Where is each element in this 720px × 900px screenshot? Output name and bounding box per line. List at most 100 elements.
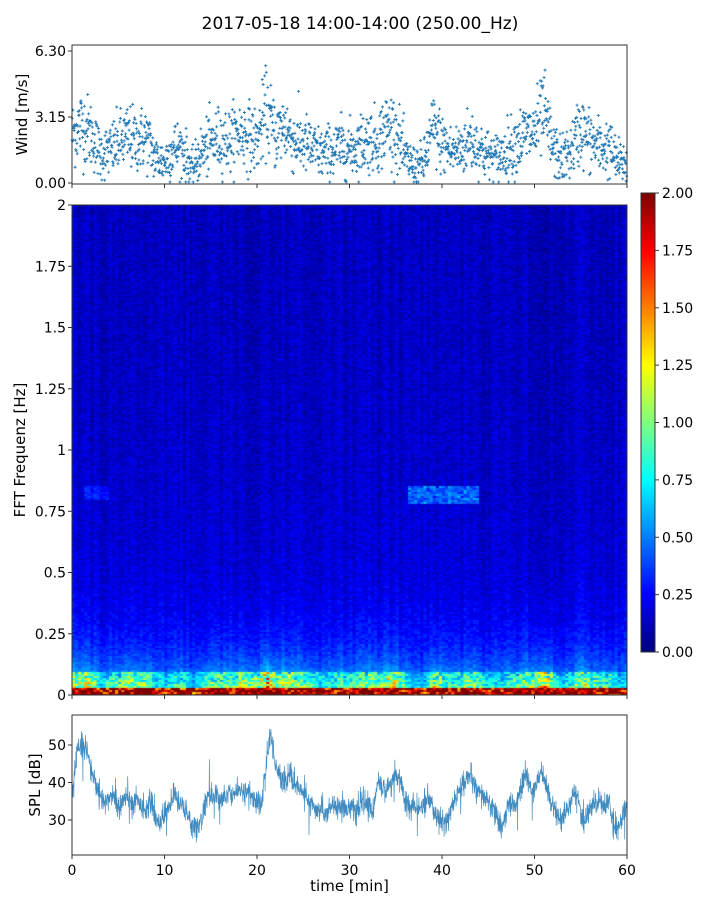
wind-point (431, 132, 435, 136)
wind-point (549, 157, 553, 161)
colorbar-frame (640, 192, 656, 653)
wind-point (213, 131, 217, 135)
wind-point (303, 128, 307, 132)
wind-point (360, 125, 364, 129)
wind-point (145, 134, 149, 138)
spectrogram-ytick-label: 2 (57, 198, 66, 214)
wind-point (106, 150, 110, 154)
wind-point (180, 137, 184, 141)
spectrogram-ytick-label: 1.5 (44, 321, 66, 337)
wind-point (365, 118, 369, 122)
wind-point (435, 130, 439, 134)
wind-point (499, 158, 503, 162)
wind-point (255, 162, 259, 166)
wind-point (126, 122, 130, 126)
wind-point (167, 171, 171, 175)
wind-point (421, 159, 425, 163)
spl-ytick-label: 50 (48, 738, 66, 754)
wind-point (310, 153, 314, 157)
wind-point (548, 106, 552, 110)
wind-point (289, 133, 293, 137)
wind-point (353, 143, 357, 147)
wind-point (483, 135, 487, 139)
wind-point (424, 155, 428, 159)
wind-point (315, 141, 319, 145)
wind-point (491, 161, 495, 165)
wind-point (448, 136, 452, 140)
wind-point (341, 128, 345, 132)
wind-point (84, 129, 88, 133)
wind-point (240, 144, 244, 148)
wind-point (401, 119, 405, 123)
wind-point (598, 125, 602, 129)
wind-point (472, 152, 476, 156)
wind-point (90, 121, 94, 125)
wind-point (261, 83, 265, 87)
wind-point (603, 149, 607, 153)
wind-point (330, 159, 334, 163)
wind-point (262, 102, 266, 106)
wind-point (206, 155, 210, 159)
wind-point (434, 168, 438, 172)
wind-point (252, 166, 256, 170)
wind-point (225, 162, 229, 166)
wind-point (97, 126, 101, 130)
wind-point (463, 123, 467, 127)
wind-point (355, 129, 359, 133)
wind-point (372, 129, 376, 133)
wind-point (551, 152, 555, 156)
wind-point (441, 129, 445, 133)
wind-point (222, 138, 226, 142)
wind-point (117, 142, 121, 146)
wind-point (525, 151, 529, 155)
wind-point (94, 122, 98, 126)
wind-point (475, 126, 479, 130)
wind-point (606, 133, 610, 137)
wind-point (174, 148, 178, 152)
wind-point (391, 120, 395, 124)
wind-point (200, 139, 204, 143)
wind-point (377, 146, 381, 150)
wind-point (487, 166, 491, 170)
wind-point (485, 152, 489, 156)
wind-point (386, 124, 390, 128)
wind-point (246, 177, 250, 181)
wind-point (520, 154, 524, 158)
wind-point (221, 134, 225, 138)
wind-point (451, 137, 455, 141)
wind-point (123, 143, 127, 147)
wind-point (506, 145, 510, 149)
wind-point (417, 171, 421, 175)
wind-point (229, 119, 233, 123)
wind-point (135, 169, 139, 173)
wind-point (530, 130, 534, 134)
wind-point (85, 157, 89, 161)
wind-point (340, 139, 344, 143)
wind-point (311, 149, 314, 153)
wind-point (589, 118, 593, 122)
wind-point (608, 127, 612, 131)
spectrogram-axes-frame (71, 204, 628, 696)
wind-point (265, 135, 269, 139)
spectrogram-heatmap (72, 205, 627, 695)
wind-point (141, 162, 145, 166)
wind-point (288, 126, 292, 130)
wind-point (362, 155, 366, 159)
wind-point (424, 161, 428, 165)
wind-point (438, 107, 442, 111)
wind-point (543, 68, 547, 72)
wind-point (268, 106, 272, 110)
wind-point (382, 151, 386, 155)
wind-point (617, 151, 621, 155)
wind-point (220, 147, 224, 151)
wind-point (617, 171, 621, 175)
wind-point (469, 141, 473, 145)
wind-point (293, 149, 297, 153)
wind-point (217, 153, 221, 157)
wind-point (253, 107, 257, 111)
wind-point (161, 173, 165, 177)
wind-point (83, 160, 87, 163)
wind-point (163, 160, 167, 164)
wind-point (207, 167, 211, 171)
wind-point (560, 172, 564, 176)
